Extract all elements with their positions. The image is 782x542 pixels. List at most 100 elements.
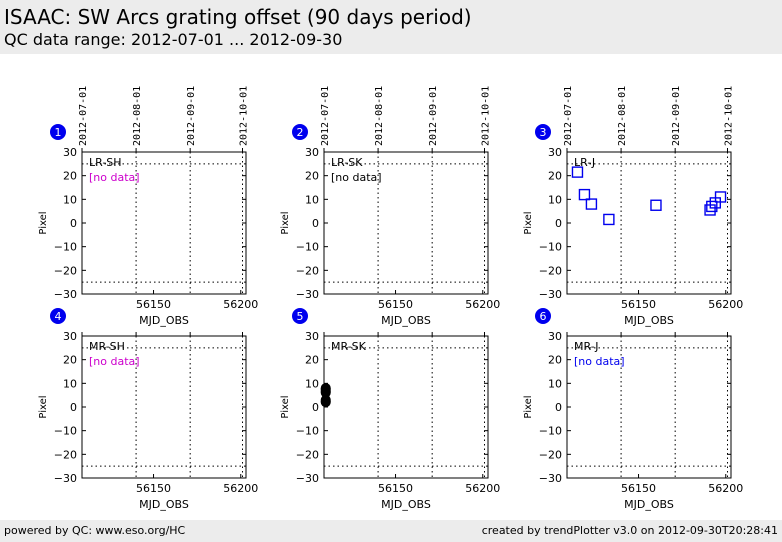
footer-bar: powered by QC: www.eso.org/HC created by… bbox=[0, 520, 782, 542]
panel-badge bbox=[50, 308, 66, 324]
y-tick-label: −20 bbox=[539, 264, 562, 277]
plot-frame bbox=[323, 335, 489, 479]
y-tick-label: 10 bbox=[305, 193, 319, 206]
y-tick-label: −20 bbox=[539, 448, 562, 461]
y-tick-label: −10 bbox=[296, 241, 319, 254]
x-tick-label: 56150 bbox=[621, 298, 656, 311]
y-tick-label: 10 bbox=[548, 377, 562, 390]
x-tick-label: 56150 bbox=[378, 482, 413, 495]
y-tick-label: −30 bbox=[54, 472, 77, 485]
panel-label: LR-SH bbox=[89, 156, 122, 169]
no-data-label: [no data] bbox=[331, 171, 382, 184]
y-axis-label: Pixel bbox=[523, 395, 534, 418]
panel-badge bbox=[535, 124, 551, 140]
date-tick-label: 2012-07-01 bbox=[563, 86, 574, 146]
y-tick-label: 20 bbox=[305, 354, 319, 367]
panel-badge bbox=[292, 308, 308, 324]
y-tick-label: −20 bbox=[296, 264, 319, 277]
x-axis-label: MJD_OBS bbox=[381, 498, 431, 511]
panel-badge-number: 1 bbox=[55, 126, 62, 139]
y-tick-label: 30 bbox=[305, 146, 319, 159]
data-point bbox=[578, 188, 591, 201]
panel-badge-number: 4 bbox=[55, 310, 62, 323]
x-tick-label: 56200 bbox=[223, 298, 258, 311]
y-tick-label: −10 bbox=[539, 241, 562, 254]
panel-badge-number: 3 bbox=[540, 126, 547, 139]
y-tick-label: 0 bbox=[555, 217, 562, 230]
data-point bbox=[603, 213, 615, 226]
panel-badge-number: 2 bbox=[297, 126, 304, 139]
panel-badge-number: 5 bbox=[297, 310, 304, 323]
data-point bbox=[714, 191, 727, 203]
panel-badge bbox=[535, 308, 551, 324]
data-point bbox=[650, 199, 662, 211]
y-tick-label: 30 bbox=[305, 330, 319, 343]
y-axis-label: Pixel bbox=[280, 395, 291, 418]
y-tick-label: −20 bbox=[296, 448, 319, 461]
chart-panel-6: 30 20 10 0 −10 −20 −30 56150 56200 MJD_OBS Pixel 6 M… bbox=[523, 308, 743, 511]
panel-badge bbox=[292, 124, 308, 140]
panel-label: LR-J bbox=[574, 156, 595, 169]
y-tick-label: −30 bbox=[539, 288, 562, 301]
y-tick-label: 30 bbox=[63, 146, 77, 159]
y-tick-label: −20 bbox=[54, 448, 77, 461]
plot-frame bbox=[81, 335, 247, 479]
chart-panel-5: 30 20 10 0 −10 −20 −30 56150 56200 MJD_OBS Pixel 5 M… bbox=[280, 308, 500, 511]
date-tick-label: 2012-09-01 bbox=[671, 86, 682, 146]
y-tick-label: 0 bbox=[555, 401, 562, 414]
date-tick-label: 2012-08-01 bbox=[374, 86, 385, 146]
no-data-label: [no data] bbox=[89, 171, 140, 184]
x-tick-label: 56150 bbox=[136, 482, 171, 495]
y-tick-label: −20 bbox=[54, 264, 77, 277]
header-bar: ISAAC: SW Arcs grating offset (90 days p… bbox=[0, 0, 782, 54]
page-title: ISAAC: SW Arcs grating offset (90 days p… bbox=[4, 5, 472, 29]
chart-panel-2: 2012-07-01 2012-08-01 2012-09-01 2012-10-01… bbox=[280, 86, 500, 327]
y-tick-label: 20 bbox=[63, 354, 77, 367]
date-tick-label: 2012-10-01 bbox=[239, 86, 250, 146]
y-tick-label: 30 bbox=[548, 146, 562, 159]
y-tick-label: −10 bbox=[539, 425, 562, 438]
y-tick-label: −10 bbox=[54, 425, 77, 438]
date-tick-label: 2012-08-01 bbox=[617, 86, 628, 146]
x-tick-label: 56200 bbox=[223, 482, 258, 495]
plot-frame bbox=[566, 151, 732, 295]
x-tick-label: 56200 bbox=[708, 482, 743, 495]
panel-badge bbox=[50, 124, 66, 140]
x-tick-label: 56150 bbox=[621, 482, 656, 495]
data-point bbox=[320, 397, 331, 408]
y-tick-label: 0 bbox=[312, 217, 319, 230]
chart-panel-1: 2012-07-01 2012-08-01 2012-09-01 2012-10-01… bbox=[38, 86, 258, 327]
page-subtitle: QC data range: 2012-07-01 ... 2012-09-30 bbox=[4, 30, 343, 49]
y-axis-label: Pixel bbox=[38, 395, 49, 418]
data-point bbox=[320, 387, 331, 398]
y-tick-label: −10 bbox=[54, 241, 77, 254]
y-tick-label: 20 bbox=[305, 170, 319, 183]
x-tick-label: 56150 bbox=[378, 298, 413, 311]
y-tick-label: 20 bbox=[548, 354, 562, 367]
panel-label: MR-SK bbox=[331, 340, 367, 353]
x-tick-label: 56200 bbox=[465, 482, 500, 495]
y-tick-label: 10 bbox=[63, 377, 77, 390]
panel-badge-number: 6 bbox=[540, 310, 547, 323]
date-tick-label: 2012-07-01 bbox=[320, 86, 331, 146]
y-axis-label: Pixel bbox=[523, 211, 534, 234]
data-point bbox=[706, 200, 718, 213]
x-axis-label: MJD_OBS bbox=[624, 314, 674, 327]
x-axis-label: MJD_OBS bbox=[624, 498, 674, 511]
y-tick-label: −30 bbox=[539, 472, 562, 485]
date-tick-label: 2012-09-01 bbox=[428, 86, 439, 146]
panel-label: MR-SH bbox=[89, 340, 125, 353]
panel-label: LR-SK bbox=[331, 156, 363, 169]
y-tick-label: 10 bbox=[63, 193, 77, 206]
chart-panel-3: 2012-07-01 2012-08-01 2012-09-01 2012-10-01… bbox=[523, 86, 743, 327]
y-tick-label: −30 bbox=[296, 472, 319, 485]
y-tick-label: 10 bbox=[548, 193, 562, 206]
date-tick-label: 2012-07-01 bbox=[78, 86, 89, 146]
y-tick-label: 30 bbox=[63, 330, 77, 343]
x-axis-label: MJD_OBS bbox=[381, 314, 431, 327]
y-tick-label: 0 bbox=[312, 401, 319, 414]
no-data-label: [no data] bbox=[89, 355, 140, 368]
y-tick-label: −10 bbox=[296, 425, 319, 438]
footer-powered-by: powered by QC: www.eso.org/HC bbox=[4, 524, 186, 537]
